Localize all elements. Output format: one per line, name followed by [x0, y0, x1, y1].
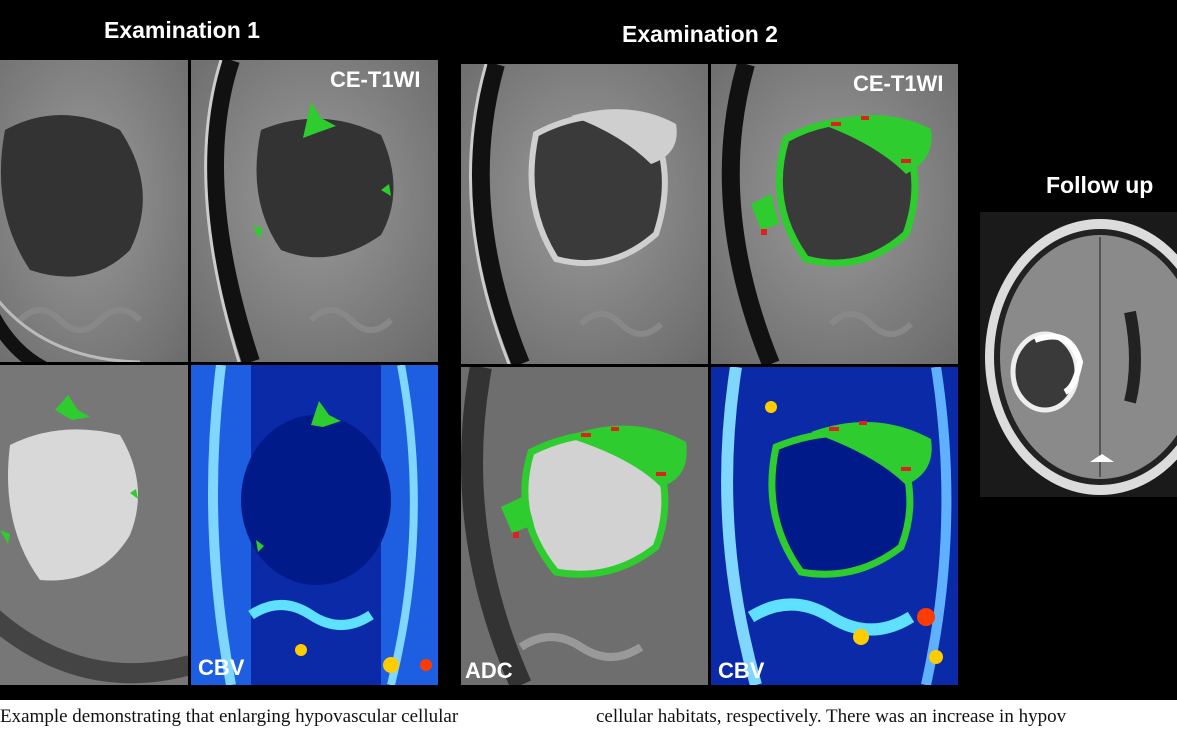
- exam2-ce-t1wi-plain: [461, 64, 708, 364]
- exam1-ce-t1wi-overlay: [191, 60, 438, 362]
- exam2-ce-t1wi-label: CE-T1WI: [853, 71, 944, 96]
- caption-left: Example demonstrating that enlarging hyp…: [0, 706, 459, 727]
- exam2-adc-label: ADC: [465, 658, 513, 683]
- exam1-ce-t1wi-label: CE-T1WI: [330, 67, 421, 92]
- exam1-adc: [0, 365, 188, 685]
- exam2-title: Examination 2: [622, 21, 778, 47]
- followup-image: [980, 212, 1177, 497]
- figure: Examination 1 Examination 2 Follow up: [0, 0, 1177, 700]
- exam2-adc: [461, 367, 708, 685]
- exam2-ce-t1wi-overlay: [711, 64, 958, 364]
- exam2-cbv-label: CBV: [718, 658, 765, 683]
- exam1-ce-t1wi-plain: [0, 60, 188, 362]
- exam1-title: Examination 1: [104, 17, 260, 43]
- exam2-cbv: [711, 367, 958, 685]
- caption-right: cellular habitats, respectively. There w…: [596, 706, 1067, 727]
- exam1-cbv-label: CBV: [198, 655, 245, 680]
- followup-title: Follow up: [1046, 172, 1154, 198]
- exam1-cbv: [191, 365, 438, 685]
